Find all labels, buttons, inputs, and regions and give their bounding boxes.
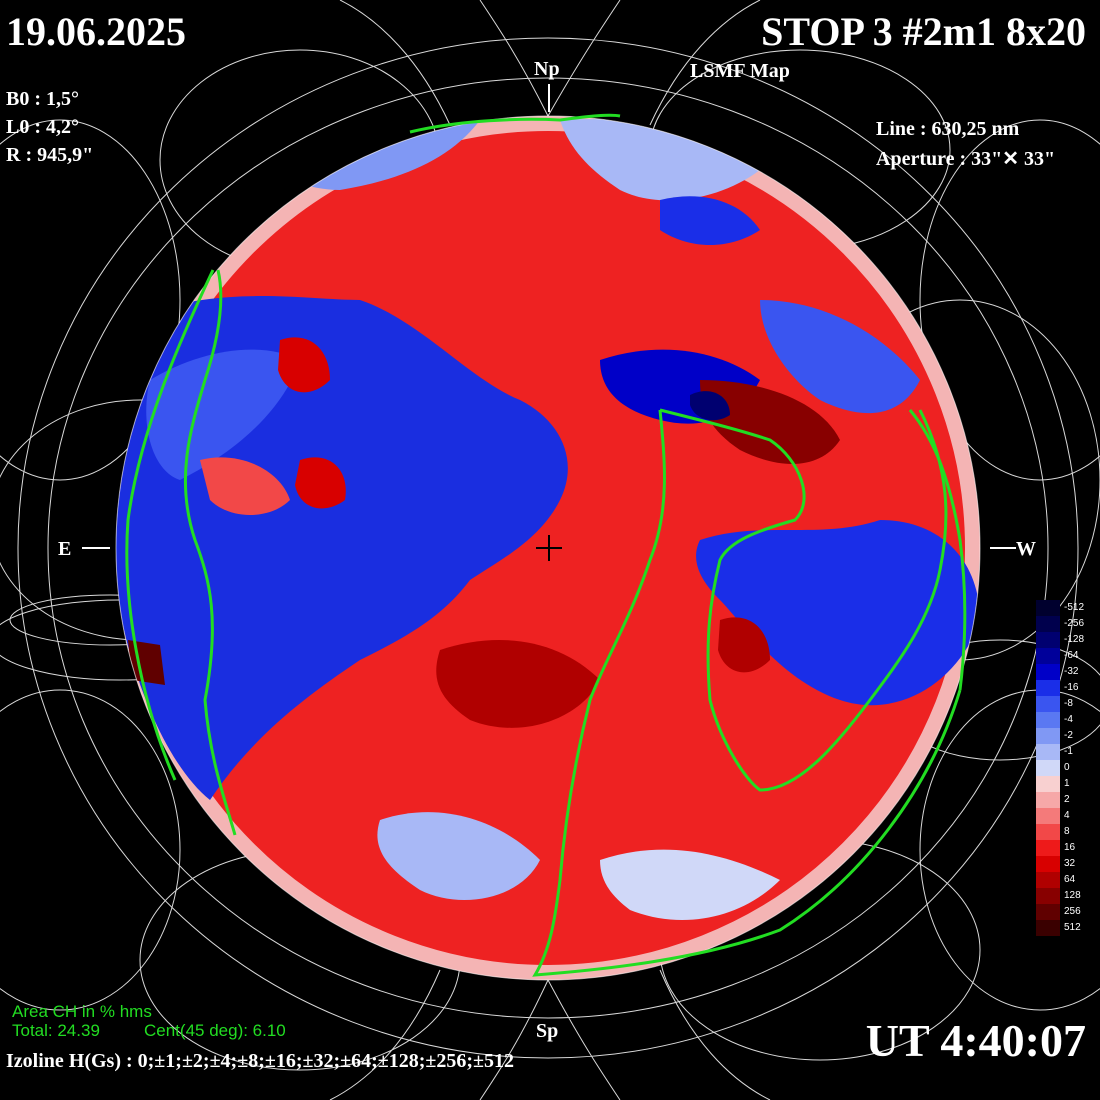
scale-label: 256	[1064, 906, 1081, 917]
scale-row: -512	[1036, 600, 1094, 616]
radius-value: R : 945,9"	[6, 144, 94, 166]
scale-row: 128	[1036, 888, 1094, 904]
scale-label: -512	[1064, 602, 1085, 613]
scale-swatch	[1036, 664, 1060, 680]
scale-swatch	[1036, 888, 1060, 904]
scale-label: -4	[1064, 714, 1073, 725]
aperture-value: Aperture : 33"✕ 33"	[876, 148, 1056, 170]
scale-label: 64	[1064, 874, 1076, 885]
scale-label: 4	[1064, 810, 1070, 821]
b0-value: B0 : 1,5°	[6, 88, 79, 110]
scale-row: 16	[1036, 840, 1094, 856]
coronal-hole-contours	[125, 113, 967, 977]
color-scale: -512 -256 -128 -64 -32 -16 -8 -4 -2 -1 0 1 2 4 8 16 32 64…	[1036, 600, 1094, 936]
map-subtitle: LSMF Map	[690, 60, 790, 82]
scale-swatch	[1036, 824, 1060, 840]
map-title: STOP 3 #2m1 8x20	[761, 9, 1086, 54]
scale-row: -256	[1036, 616, 1094, 632]
scale-swatch	[1036, 680, 1060, 696]
scale-row: 4	[1036, 808, 1094, 824]
scale-row: -4	[1036, 712, 1094, 728]
scale-label: 2	[1064, 794, 1070, 805]
north-pole-label: Np	[534, 58, 560, 80]
scale-swatch	[1036, 904, 1060, 920]
scale-row: -32	[1036, 664, 1094, 680]
scale-swatch	[1036, 760, 1060, 776]
scale-swatch	[1036, 648, 1060, 664]
pole-ticks	[82, 84, 1016, 549]
l0-value: L0 : 4,2°	[6, 116, 79, 138]
izoline-legend: Izoline H(Gs) : 0;±1;±2;±4;±8;±16;±32;±6…	[6, 1050, 515, 1072]
scale-label: 512	[1064, 922, 1081, 933]
scale-label: -1	[1064, 746, 1073, 757]
scale-swatch	[1036, 600, 1060, 616]
scale-row: -8	[1036, 696, 1094, 712]
scale-swatch	[1036, 808, 1060, 824]
scale-row: -1	[1036, 744, 1094, 760]
scale-row: -2	[1036, 728, 1094, 744]
scale-label: -2	[1064, 730, 1073, 741]
ut-time: UT 4:40:07	[865, 1015, 1086, 1066]
scale-swatch	[1036, 632, 1060, 648]
scale-label: 0	[1064, 762, 1070, 773]
scale-row: 512	[1036, 920, 1094, 936]
scale-row: 64	[1036, 872, 1094, 888]
scale-swatch	[1036, 744, 1060, 760]
center-cross	[536, 535, 562, 561]
scale-label: -16	[1064, 682, 1079, 693]
scale-swatch	[1036, 920, 1060, 936]
scale-label: 16	[1064, 842, 1076, 853]
scale-label: -128	[1064, 634, 1085, 645]
scale-swatch	[1036, 872, 1060, 888]
line-value: Line : 630,25 nm	[876, 118, 1020, 140]
scale-label: -8	[1064, 698, 1073, 709]
scale-label: -32	[1064, 666, 1079, 677]
west-label: W	[1016, 538, 1036, 560]
scale-swatch	[1036, 616, 1060, 632]
scale-row: 32	[1036, 856, 1094, 872]
scale-swatch	[1036, 696, 1060, 712]
scale-label: 128	[1064, 890, 1081, 901]
scale-row: 1	[1036, 776, 1094, 792]
scale-label: -256	[1064, 618, 1085, 629]
ch-central: Cent(45 deg): 6.10	[144, 1021, 286, 1040]
ch-total: Total: 24.39	[12, 1021, 100, 1040]
scale-row: 8	[1036, 824, 1094, 840]
scale-label: -64	[1064, 650, 1079, 661]
scale-row: -128	[1036, 632, 1094, 648]
observation-date: 19.06.2025	[6, 9, 186, 54]
scale-label: 8	[1064, 826, 1070, 837]
scale-swatch	[1036, 776, 1060, 792]
scale-row: 256	[1036, 904, 1094, 920]
scale-swatch	[1036, 856, 1060, 872]
south-pole-label: Sp	[536, 1020, 559, 1042]
scale-swatch	[1036, 712, 1060, 728]
scale-label: 32	[1064, 858, 1076, 869]
scale-row: -16	[1036, 680, 1094, 696]
scale-row: 0	[1036, 760, 1094, 776]
east-label: E	[58, 538, 72, 560]
scale-row: 2	[1036, 792, 1094, 808]
scale-label: 1	[1064, 778, 1070, 789]
scale-row: -64	[1036, 648, 1094, 664]
scale-swatch	[1036, 792, 1060, 808]
scale-swatch	[1036, 728, 1060, 744]
ch-area-heading: Area CH in % hms	[12, 1002, 152, 1021]
scale-swatch	[1036, 840, 1060, 856]
